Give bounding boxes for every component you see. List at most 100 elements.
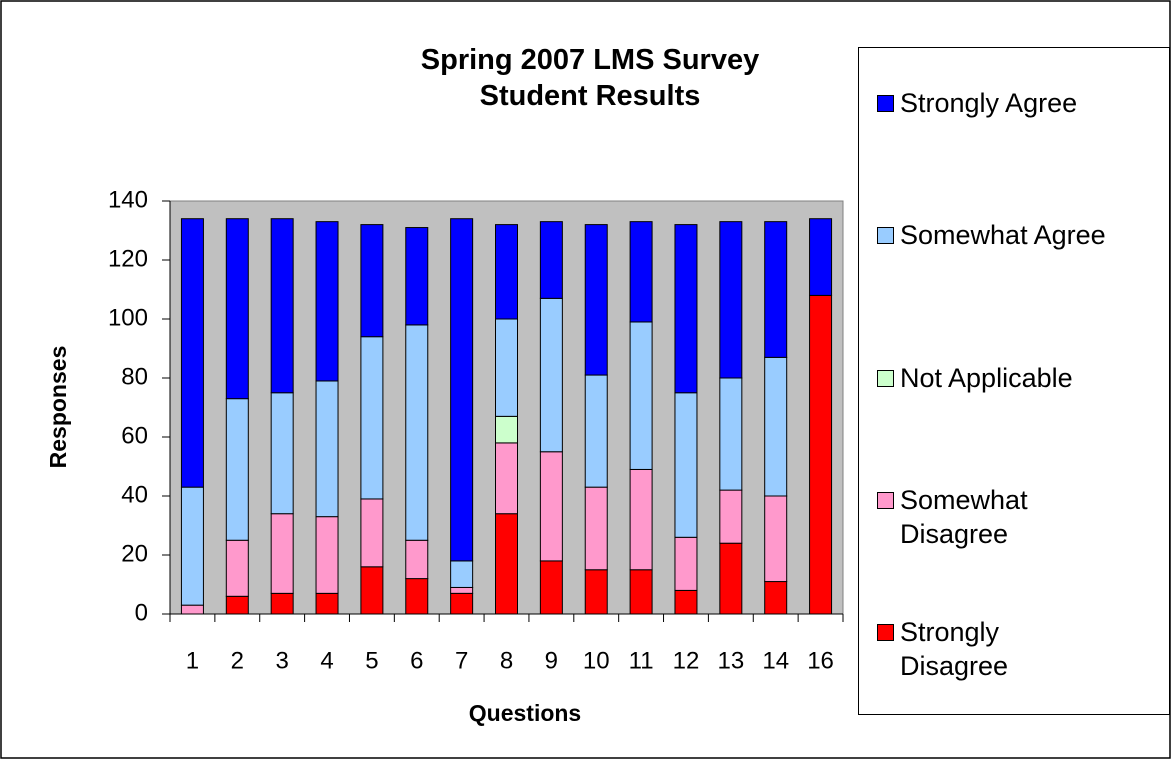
y-tick-label: 140	[108, 186, 148, 213]
bar-segment	[719, 489, 743, 544]
legend-item: Strongly Disagree	[877, 615, 1167, 683]
bar-segment	[405, 324, 429, 541]
bar-segment	[584, 486, 608, 571]
bar-segment	[270, 513, 294, 594]
x-tick-label: 12	[673, 647, 700, 674]
bar-segment	[225, 398, 249, 541]
bar-segment	[405, 578, 429, 615]
legend-label: Somewhat Agree	[900, 220, 1106, 250]
bar-segment	[495, 224, 518, 320]
bar-segment	[360, 566, 384, 615]
bar-segment	[719, 377, 743, 491]
bar-segment	[225, 595, 249, 615]
x-axis-title: Questions	[469, 700, 581, 726]
bar-segment	[450, 560, 474, 588]
legend-swatch	[877, 227, 894, 244]
bar-segment	[719, 221, 743, 379]
legend-swatch	[877, 370, 894, 387]
bar-segment	[674, 589, 698, 615]
x-tick-label: 8	[500, 647, 513, 674]
bar-segment	[719, 542, 743, 615]
bar-segment	[180, 486, 204, 606]
bar-segment	[584, 224, 608, 376]
bar-segment	[180, 604, 204, 615]
bar-segment	[674, 536, 698, 591]
x-tick-label: 13	[717, 647, 744, 674]
y-tick-label: 80	[121, 363, 148, 390]
x-tick-label: 10	[583, 647, 610, 674]
bar-segment	[495, 415, 518, 444]
bar-segment	[360, 498, 384, 568]
legend-label: Strongly Disagree	[900, 617, 1009, 681]
x-tick-label: 11	[629, 647, 654, 674]
legend: Strongly Agree Somewhat Agree Not Applicab…	[858, 47, 1170, 715]
legend-swatch	[877, 624, 894, 641]
bar-segment	[405, 539, 429, 580]
x-tick-label: 5	[365, 647, 378, 674]
chart-title: Spring 2007 LMS Survey Student Results	[420, 44, 760, 112]
x-tick-label: 1	[186, 647, 199, 674]
x-tick-label: 2	[231, 647, 244, 674]
bar-segment	[360, 224, 384, 338]
bar-segment	[809, 218, 833, 296]
bar-segment	[539, 221, 563, 299]
x-tick-label: 4	[320, 647, 333, 674]
bar-segment	[495, 442, 518, 515]
x-tick-label: 14	[762, 647, 789, 674]
x-tick-label: 9	[545, 647, 558, 674]
bar-segment	[270, 592, 294, 615]
bar-segment	[315, 516, 339, 594]
y-tick-label: 120	[108, 245, 148, 272]
legend-item: Not Applicable	[877, 361, 1167, 395]
bar-segment	[450, 218, 474, 562]
bar-segment	[450, 592, 474, 615]
bar-segment	[360, 336, 384, 500]
bar-segment	[764, 221, 788, 358]
legend-swatch	[877, 95, 894, 112]
bar-segment	[180, 218, 204, 488]
bar-segment	[495, 513, 518, 615]
legend-item: Somewhat Disagree	[877, 483, 1167, 551]
bar-segment	[584, 569, 608, 615]
bar-segment	[629, 321, 653, 470]
bar-segment	[809, 294, 833, 615]
bar-segment	[539, 451, 563, 562]
bar-segment	[315, 221, 339, 382]
y-tick-label: 20	[121, 540, 148, 567]
x-tick-label: 16	[807, 647, 834, 674]
legend-item: Strongly Agree	[877, 86, 1167, 120]
legend-item: Somewhat Agree	[877, 218, 1167, 252]
legend-label: Somewhat Disagree	[900, 485, 1028, 549]
bar-segment	[629, 221, 653, 323]
bar-segment	[495, 318, 518, 417]
bar-segment	[225, 539, 249, 597]
legend-swatch	[877, 492, 894, 509]
legend-label: Not Applicable	[900, 363, 1073, 393]
legend-label: Strongly Agree	[900, 88, 1078, 118]
y-tick-label: 100	[108, 304, 148, 331]
bar-segment	[405, 227, 429, 326]
y-tick-label: 60	[121, 422, 148, 449]
bar-segment	[270, 218, 294, 394]
y-tick-label: 0	[135, 599, 148, 626]
bar-segment	[674, 392, 698, 538]
bar-segment	[584, 374, 608, 488]
bar-segment	[629, 569, 653, 615]
y-tick-label: 40	[121, 481, 148, 508]
x-tick-label: 3	[275, 647, 288, 674]
bar-segment	[539, 560, 563, 615]
x-tick-label: 7	[455, 647, 468, 674]
bar-segment	[764, 356, 788, 497]
bar-segment	[629, 468, 653, 571]
bar-segment	[539, 297, 563, 453]
x-tick-label: 6	[410, 647, 423, 674]
y-axis-title: Responses	[45, 346, 71, 469]
bar-segment	[674, 224, 698, 394]
bar-segment	[450, 586, 474, 594]
bar-segment	[315, 380, 339, 518]
bar-segment	[225, 218, 249, 400]
bar-segment	[764, 495, 788, 583]
bar-segment	[270, 392, 294, 515]
bar-segment	[315, 592, 339, 615]
